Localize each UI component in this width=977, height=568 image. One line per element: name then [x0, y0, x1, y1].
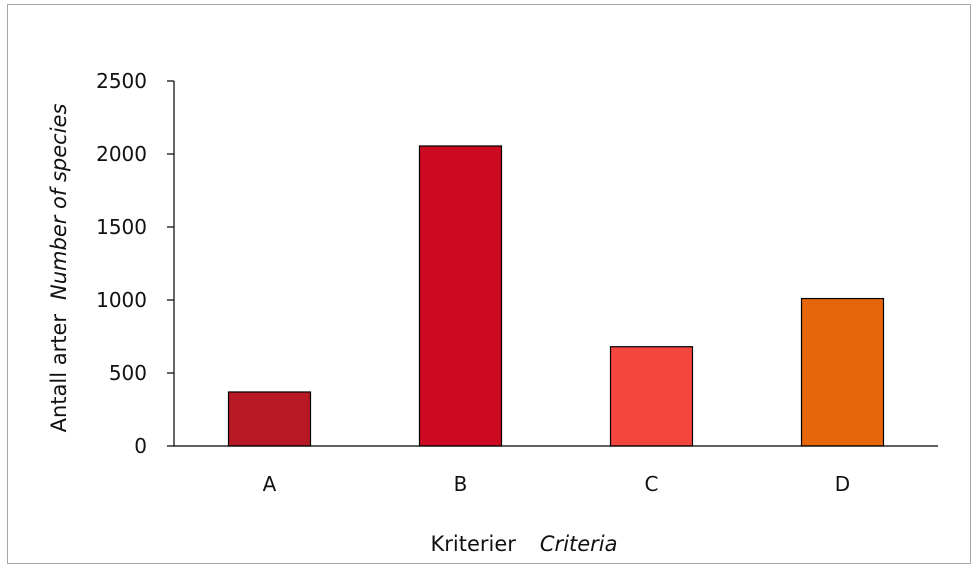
bar-c: [609, 346, 694, 447]
x-tick-label: C: [645, 472, 659, 496]
x-axis-title-secondary: Criteria: [540, 532, 618, 556]
y-axis-title: Antall arter Number of species: [47, 104, 71, 433]
y-axis-title-primary: Antall arter: [47, 314, 71, 433]
x-axis-title-primary: Kriterier: [430, 532, 516, 556]
y-tick-label: 2000: [96, 142, 147, 166]
y-tick-label: 0: [134, 434, 147, 458]
y-tick-label: 500: [109, 361, 147, 385]
x-tick-label: D: [835, 472, 850, 496]
bar-a: [227, 391, 312, 447]
y-axis-title-secondary: Number of species: [47, 104, 71, 300]
bars-layer: [227, 145, 885, 447]
bar-b: [418, 145, 503, 447]
labels-layer: 0 500 1000 1500 2000 2500 A B C D: [96, 69, 850, 496]
y-tick-label: 1500: [96, 215, 147, 239]
y-tick-label: 1000: [96, 288, 147, 312]
y-tick-label: 2500: [96, 69, 147, 93]
x-tick-label: A: [263, 472, 277, 496]
x-tick-label: B: [454, 472, 468, 496]
axes-layer: [167, 80, 938, 447]
x-axis-title: Kriterier Criteria: [430, 532, 617, 556]
bar-d: [800, 297, 885, 447]
